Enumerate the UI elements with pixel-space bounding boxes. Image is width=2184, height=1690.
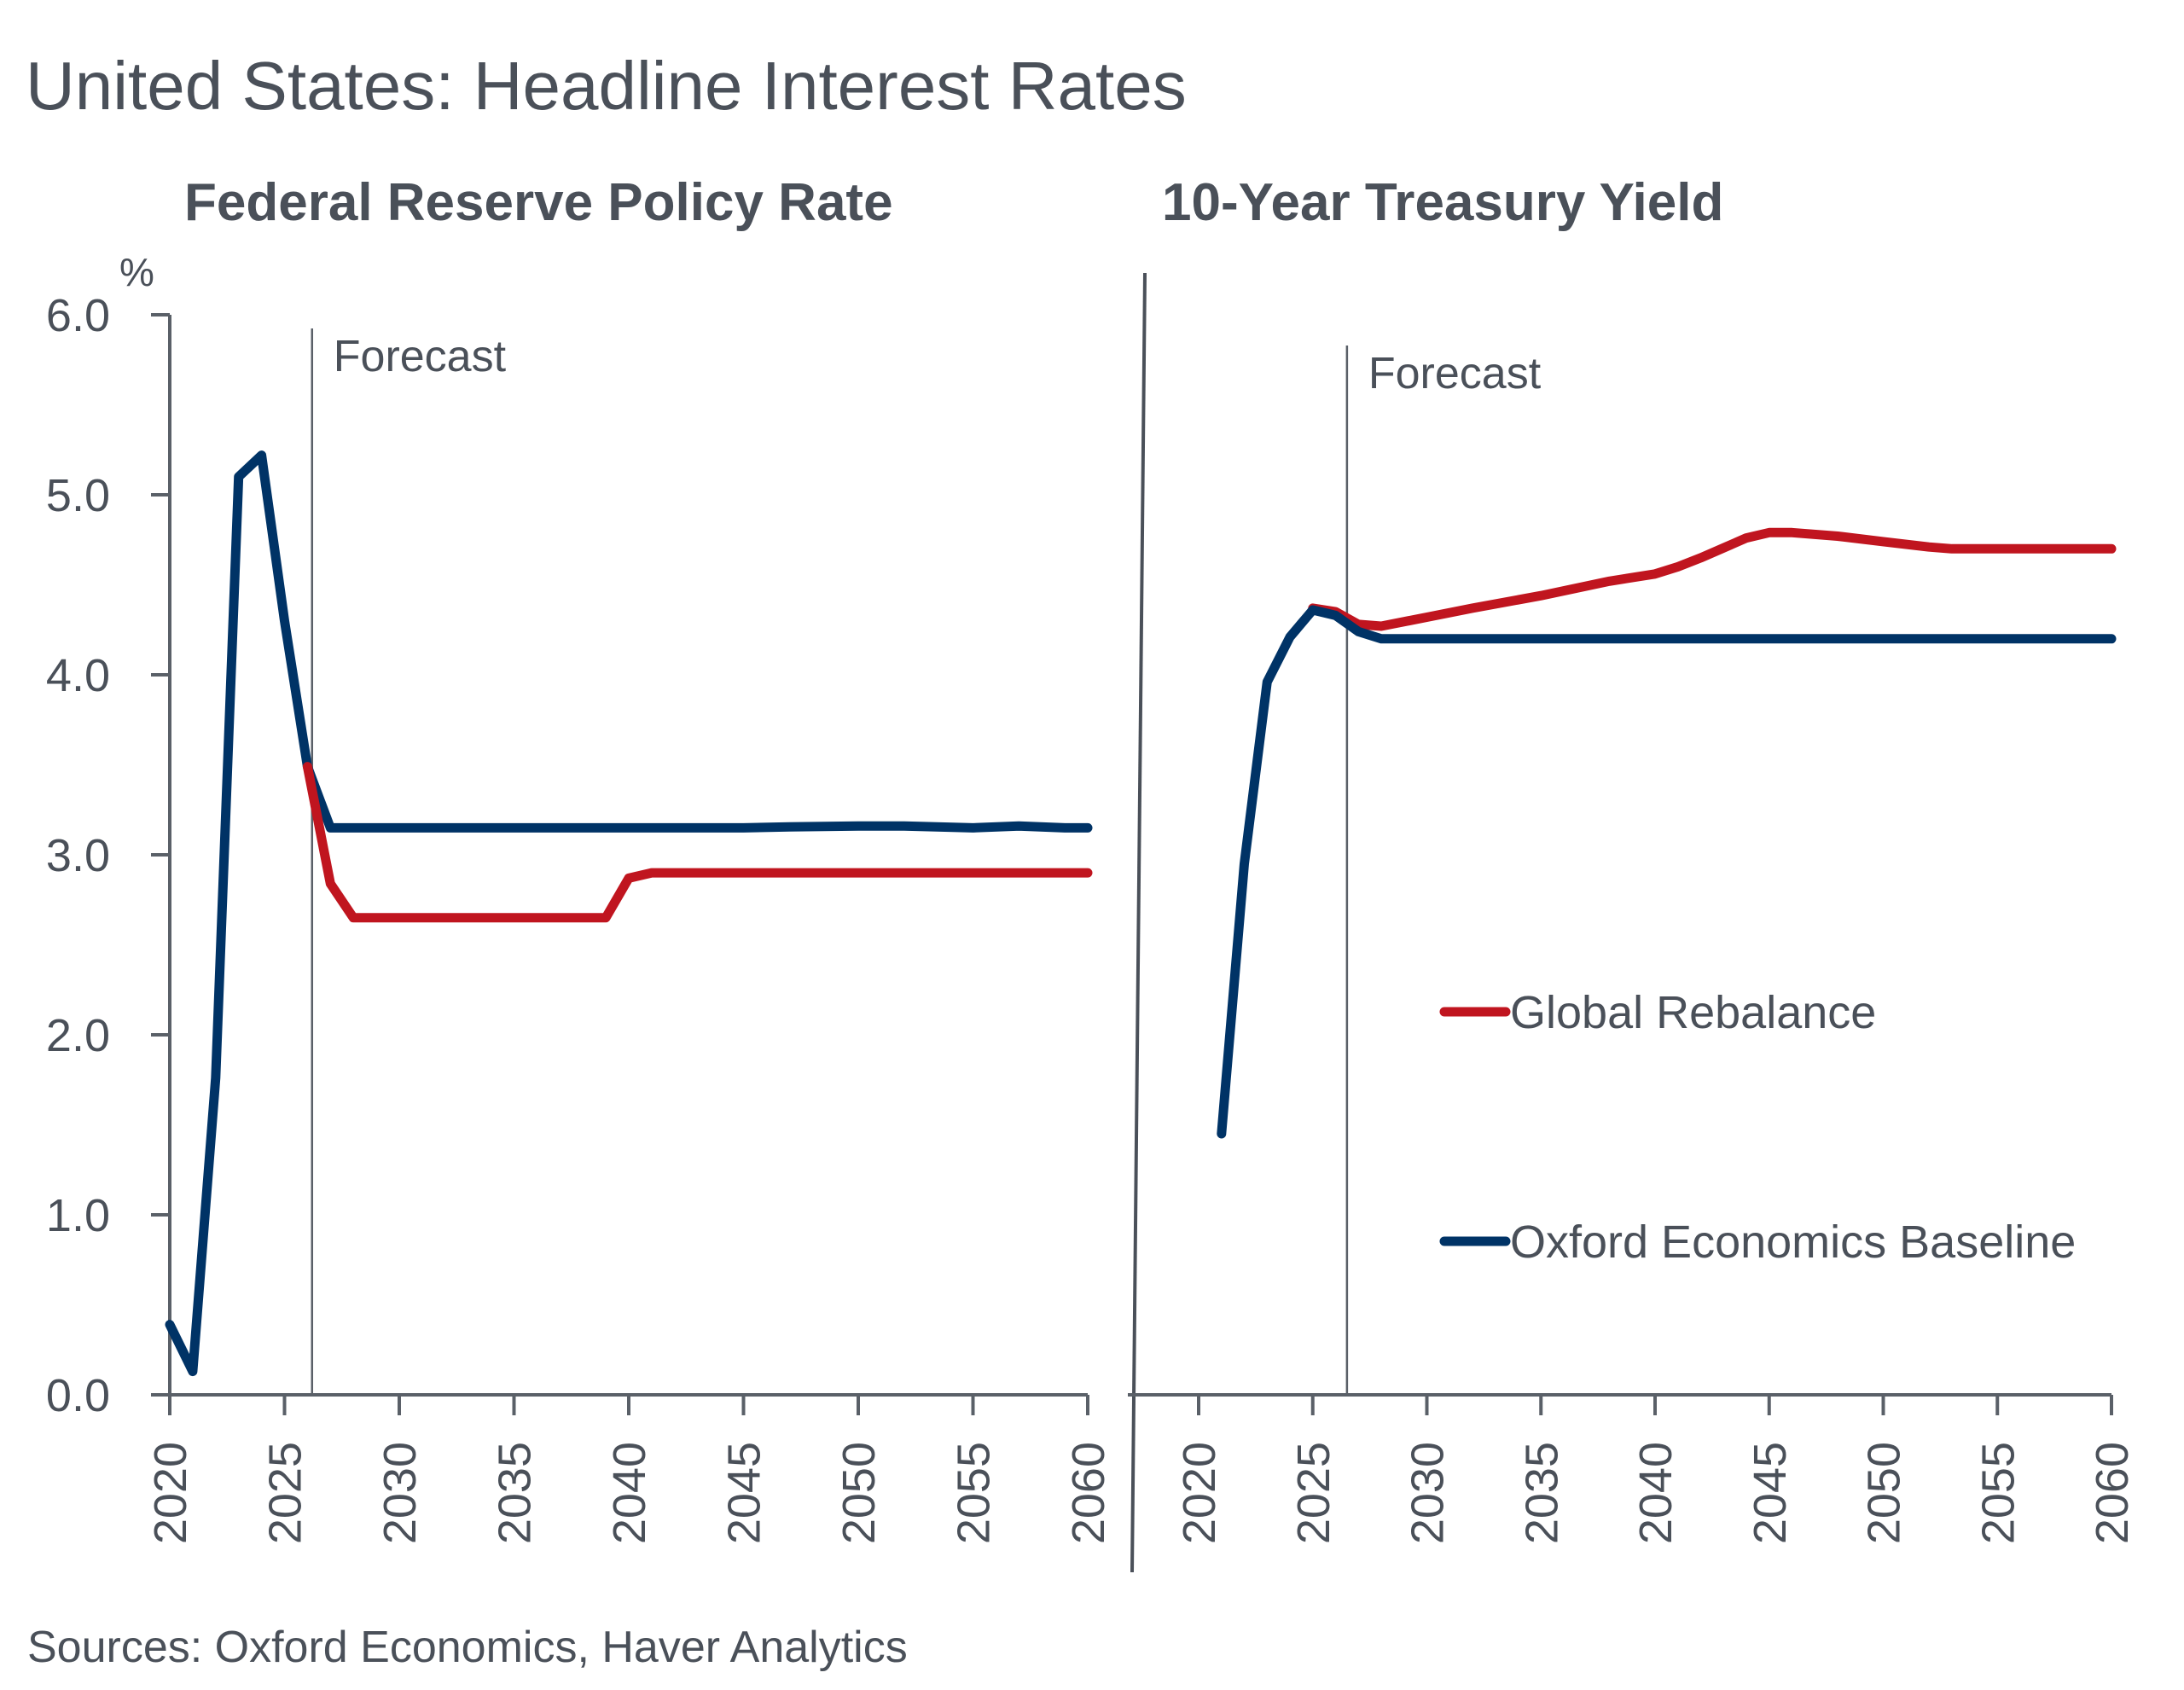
x-tick-label: 2055 bbox=[949, 1442, 1000, 1544]
y-tick-label: 2.0 bbox=[46, 1010, 110, 1061]
legend: Global Rebalance Oxford Economics Baseli… bbox=[1439, 987, 2076, 1268]
x-tick-label: 2045 bbox=[719, 1442, 770, 1544]
left-panel: 0.0 1.0 2.0 3.0 4.0 5.0 6.0 2020 2025 2030 2035 204… bbox=[46, 290, 1114, 1544]
panel-divider bbox=[1130, 272, 1147, 1573]
series-line-oxford-economics-baseline bbox=[1217, 605, 2117, 1139]
x-tick-label: 2020 bbox=[1174, 1442, 1225, 1544]
y-tick-label: 0.0 bbox=[46, 1370, 110, 1421]
legend-label-oxford-baseline: Oxford Economics Baseline bbox=[1510, 1217, 2076, 1268]
y-tick-label: 4.0 bbox=[46, 650, 110, 701]
right-panel-title: 10-Year Treasury Yield bbox=[1162, 173, 1723, 232]
x-tick-label: 2035 bbox=[1516, 1442, 1567, 1544]
x-tick-label: 2050 bbox=[834, 1442, 885, 1544]
x-tick-label: 2020 bbox=[145, 1442, 196, 1544]
x-tick-label: 2060 bbox=[1063, 1442, 1114, 1544]
legend-label-global-rebalance: Global Rebalance bbox=[1510, 987, 1876, 1038]
y-tick-label: 1.0 bbox=[46, 1190, 110, 1241]
x-tick-label: 2030 bbox=[1403, 1442, 1454, 1544]
x-tick-label: 2030 bbox=[375, 1442, 426, 1544]
x-tick-label: 2040 bbox=[604, 1442, 655, 1544]
series-line-global-rebalance bbox=[302, 762, 1093, 923]
x-tick-label: 2050 bbox=[1859, 1442, 1910, 1544]
x-tick-label: 2060 bbox=[2087, 1442, 2138, 1544]
x-tick-label: 2055 bbox=[1972, 1442, 2024, 1544]
y-tick-label: 3.0 bbox=[46, 830, 110, 881]
series-line-global-rebalance bbox=[1308, 527, 2117, 631]
x-tick-label: 2035 bbox=[490, 1442, 541, 1544]
x-tick-label: 2025 bbox=[260, 1442, 311, 1544]
forecast-label: Forecast bbox=[334, 332, 507, 381]
chart-title: United States: Headline Interest Rates bbox=[26, 48, 1187, 124]
series-line-oxford-economics-baseline bbox=[165, 450, 1093, 1377]
right-panel: 2020 2025 2030 2035 2040 2045 2050 2055 2060 Fore… bbox=[1128, 346, 2138, 1544]
x-tick-label: 2045 bbox=[1745, 1442, 1796, 1544]
y-tick-label: 5.0 bbox=[46, 470, 110, 521]
y-tick-label: 6.0 bbox=[46, 290, 110, 341]
y-axis-unit-label: % bbox=[119, 250, 154, 294]
forecast-label: Forecast bbox=[1368, 349, 1542, 398]
x-tick-label: 2040 bbox=[1630, 1442, 1682, 1544]
source-note: Sources: Oxford Economics, Haver Analyti… bbox=[27, 1623, 908, 1672]
x-tick-label: 2025 bbox=[1288, 1442, 1339, 1544]
left-panel-title: Federal Reserve Policy Rate bbox=[184, 173, 893, 232]
